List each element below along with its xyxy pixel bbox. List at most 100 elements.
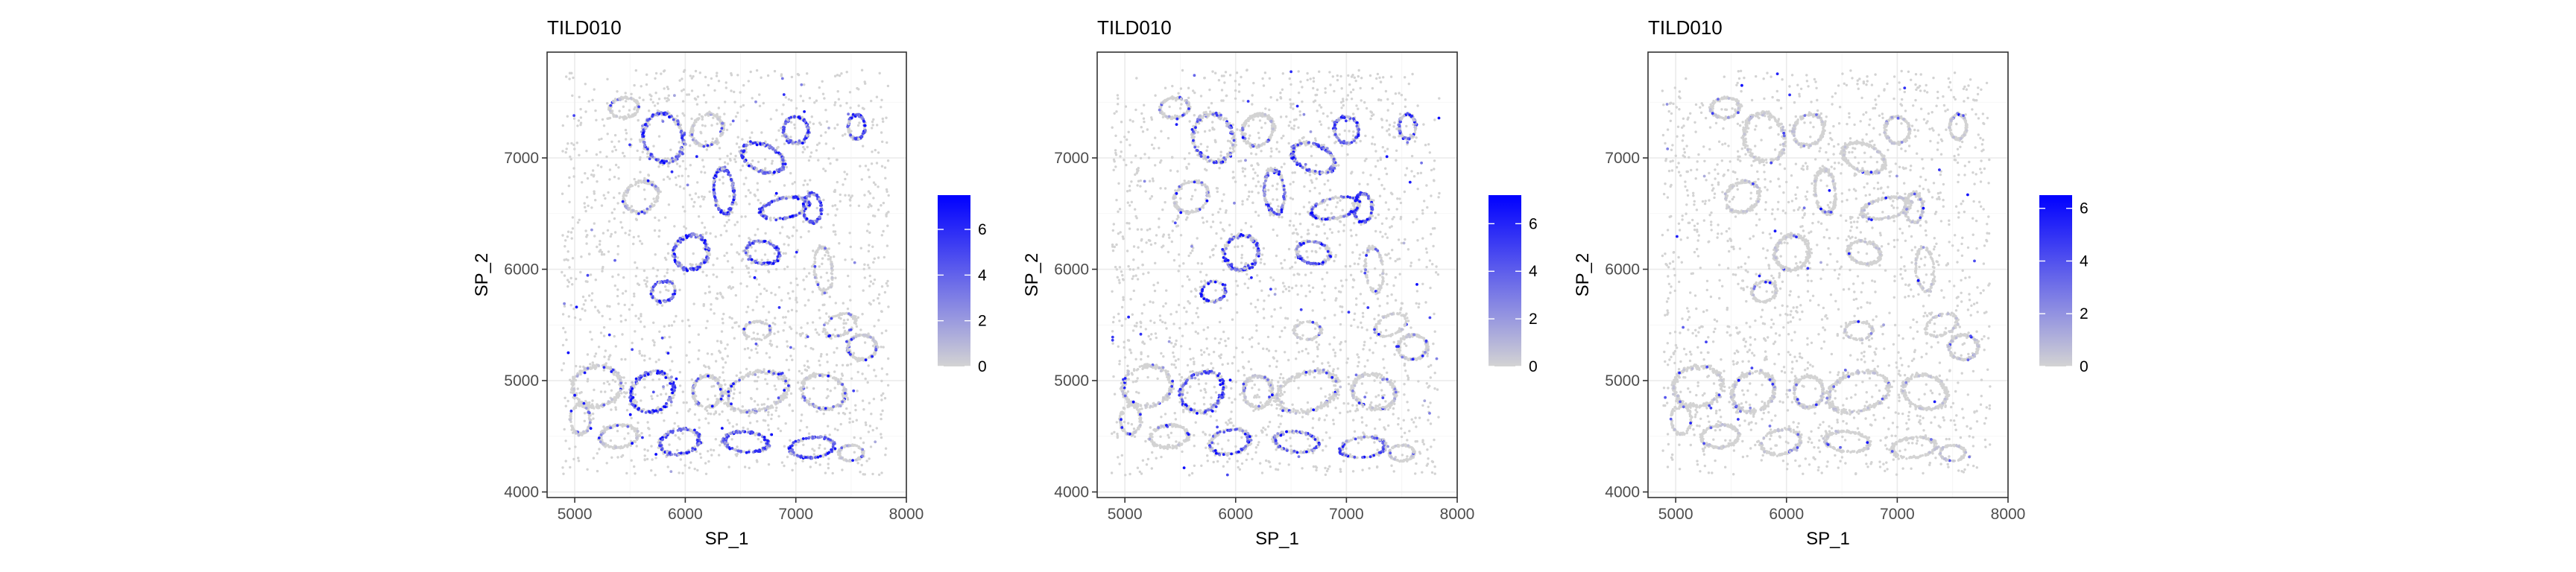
spot [617,166,620,169]
spot [624,290,628,293]
spot [873,257,877,260]
spot [669,159,672,162]
spot [653,343,656,347]
spot [775,109,778,112]
spot [837,412,841,415]
spot [793,255,796,258]
spot [701,115,704,118]
spot [666,372,669,376]
spot [813,261,817,264]
spot [588,401,591,404]
spot [709,413,713,416]
spot [689,461,692,464]
spot [690,197,693,200]
spot [606,402,610,406]
spot [657,219,660,222]
spot [591,399,594,402]
spot [693,200,696,204]
spot [754,233,757,237]
spot [769,219,772,222]
spot [713,394,717,398]
spot [824,142,828,145]
spot [747,80,750,83]
spot [634,100,638,104]
spot [669,346,672,349]
spot [736,111,739,115]
spot [741,258,745,261]
spot [839,422,842,426]
spot [712,273,715,276]
spot [572,431,575,434]
spot [663,419,666,422]
spot [827,466,830,470]
spot [783,464,786,468]
spot [632,235,635,239]
spot [692,252,695,255]
spot [801,372,804,375]
spot [868,244,871,247]
spot [748,356,751,359]
spot [698,426,701,429]
spot [593,192,596,195]
spot [572,381,575,385]
spot [786,455,789,459]
spot [716,122,719,125]
spot [843,331,846,334]
spot [698,452,702,456]
spot [637,185,640,188]
spot [763,287,766,290]
spot [690,378,693,381]
spot [592,457,596,460]
spot [885,116,888,119]
spot [617,177,620,180]
spot [884,447,888,450]
spot [637,235,640,238]
spot [616,244,619,248]
spot [602,252,606,256]
spot [665,258,668,261]
spot [578,95,581,98]
spot [877,185,880,188]
spot [877,256,880,259]
spot [640,242,643,245]
spot [756,296,759,299]
spot [853,315,856,318]
spot [807,299,810,302]
spot [830,269,834,273]
spot [782,329,785,332]
spot [779,232,782,235]
spot [618,116,621,119]
spot [767,311,771,314]
spot [748,370,752,374]
spot [620,392,623,395]
spot [885,282,888,285]
spot [590,292,594,295]
spot [759,292,763,296]
spot [775,345,779,349]
spot [610,389,613,392]
spot [723,402,726,405]
spot [566,399,569,403]
spot [784,96,788,99]
spot [754,250,757,252]
spot [586,380,589,383]
spot [663,336,666,339]
spot [583,419,586,422]
spot [707,83,710,87]
spot [824,328,827,331]
spot [643,359,646,362]
spot [818,463,821,466]
spot [789,327,793,331]
spot [599,240,602,243]
spot [569,414,572,417]
spot [876,124,879,127]
spot [788,403,792,406]
spot [825,335,828,339]
spot [834,302,838,305]
spot [736,251,739,254]
spot [704,75,707,79]
spot [880,165,884,168]
spot [780,112,784,115]
spot [777,427,780,430]
spot [826,388,829,391]
